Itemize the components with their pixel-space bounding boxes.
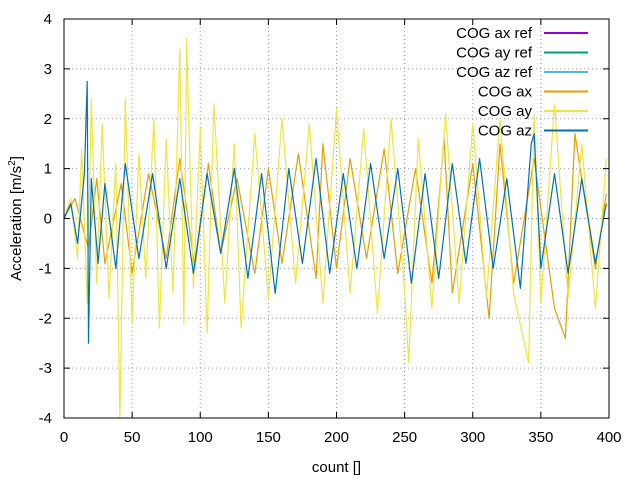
y-tick-label: 3 bbox=[44, 61, 52, 78]
y-axis-title-prefix: Acceleration [m/s bbox=[8, 166, 25, 281]
y-axis-title-suffix: ] bbox=[8, 156, 25, 160]
legend-label: COG ay ref bbox=[456, 45, 533, 62]
y-tick-label: 0 bbox=[44, 211, 52, 228]
axis-ticks: 0 50 100 150 200 250 300 350 400 -4 -3 -2 -1 0 1 2 3 4 bbox=[39, 11, 622, 446]
legend-label: COG ay bbox=[478, 103, 533, 120]
legend-label: COG ax ref bbox=[456, 25, 533, 42]
y-tick-label: -3 bbox=[39, 360, 52, 377]
y-axis-title: Acceleration [m/s2] bbox=[7, 156, 25, 281]
y-tick-label: -2 bbox=[39, 310, 52, 327]
y-tick-label: 2 bbox=[44, 111, 52, 128]
x-tick-label: 200 bbox=[324, 429, 349, 446]
y-tick-label: -4 bbox=[39, 410, 52, 427]
legend-label: COG ax bbox=[478, 84, 533, 101]
x-tick-label: 50 bbox=[124, 429, 141, 446]
y-axis-title-superscript: 2 bbox=[7, 160, 18, 166]
series-line-cog-az bbox=[63, 80, 607, 344]
y-tick-label: 4 bbox=[44, 11, 52, 28]
x-tick-label: 300 bbox=[460, 429, 485, 446]
series-line-cog-ay bbox=[63, 38, 607, 419]
y-tick-label: 1 bbox=[44, 161, 52, 178]
x-tick-label: 150 bbox=[256, 429, 281, 446]
x-tick-label: 100 bbox=[188, 429, 213, 446]
series-layer bbox=[63, 38, 607, 419]
x-tick-label: 400 bbox=[596, 429, 621, 446]
x-tick-label: 350 bbox=[528, 429, 553, 446]
x-tick-label: 250 bbox=[392, 429, 417, 446]
legend: COG ax ref COG ay ref COG az ref COG ax COG … bbox=[456, 25, 588, 140]
y-tick-label: -1 bbox=[39, 260, 52, 277]
x-tick-label: 0 bbox=[60, 429, 68, 446]
legend-label: COG az bbox=[478, 123, 532, 140]
legend-label: COG az ref bbox=[456, 64, 533, 81]
x-axis-title: count [] bbox=[312, 459, 361, 476]
